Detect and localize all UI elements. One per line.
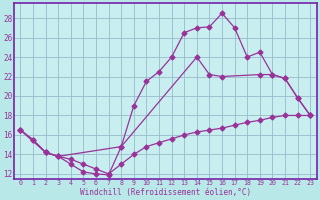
X-axis label: Windchill (Refroidissement éolien,°C): Windchill (Refroidissement éolien,°C) <box>80 188 251 197</box>
